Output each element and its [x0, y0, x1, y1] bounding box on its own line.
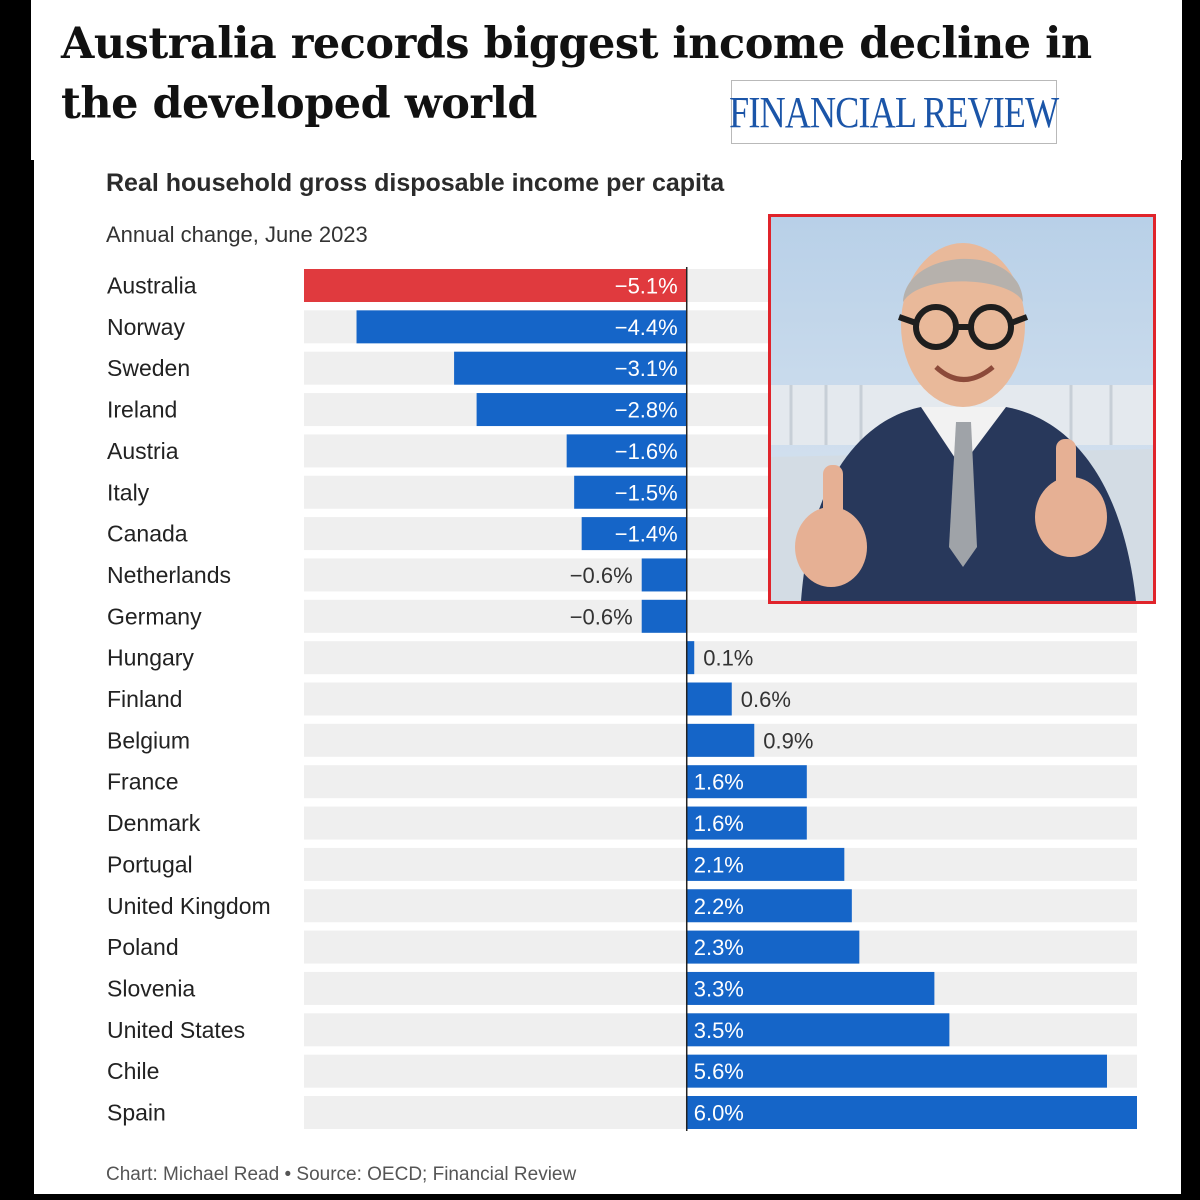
- bar: [686, 1013, 950, 1047]
- category-label: Poland: [107, 934, 179, 960]
- bar: [476, 393, 687, 427]
- category-label: United Kingdom: [107, 893, 271, 919]
- bar: [686, 971, 935, 1005]
- bar: [686, 806, 807, 840]
- masthead-text: FINANCIAL REVIEW: [729, 87, 1059, 137]
- value-label: −0.6%: [570, 563, 633, 588]
- category-label: Italy: [107, 479, 150, 505]
- bar-chart: Australia −5.1% Norway −4.4% Sweden −3.1% Irel…: [107, 267, 1137, 1131]
- category-label: Hungary: [107, 645, 194, 671]
- category-label: United States: [107, 1017, 245, 1043]
- category-label: Australia: [107, 273, 197, 299]
- bar: [686, 889, 852, 923]
- value-label: 6.0%: [694, 1101, 744, 1126]
- chart-title: Real household gross disposable income p…: [106, 169, 725, 197]
- value-label: 3.5%: [694, 1018, 744, 1043]
- chart-credit: Chart: Michael Read • Source: OECD; Fina…: [106, 1164, 577, 1185]
- header: Australia records biggest income decline…: [31, 0, 1182, 160]
- bar: [686, 1054, 1107, 1088]
- bar: [686, 765, 807, 799]
- category-label: Finland: [107, 686, 182, 712]
- category-label: France: [107, 769, 179, 795]
- bar: [574, 475, 687, 509]
- category-label: Austria: [107, 438, 179, 464]
- value-label: −4.4%: [615, 315, 678, 340]
- category-label: Norway: [107, 314, 185, 340]
- value-label: 5.6%: [694, 1059, 744, 1084]
- financial-review-logo: FINANCIAL REVIEW: [729, 80, 1059, 144]
- value-label: −1.6%: [615, 439, 678, 464]
- bar: [686, 847, 845, 881]
- bar: [454, 351, 687, 385]
- value-label: −2.8%: [615, 398, 678, 423]
- category-label: Spain: [107, 1100, 166, 1126]
- category-label: Slovenia: [107, 975, 195, 1001]
- value-label: −3.1%: [615, 356, 678, 381]
- category-label: Ireland: [107, 397, 177, 423]
- category-label: Portugal: [107, 851, 193, 877]
- category-label: Canada: [107, 521, 188, 547]
- category-label: Belgium: [107, 727, 190, 753]
- value-label: 1.6%: [694, 811, 744, 836]
- bar: [641, 558, 687, 592]
- bar: [566, 434, 687, 468]
- value-label: 0.9%: [763, 728, 813, 753]
- person-thumbs-up-photo: [768, 214, 1156, 604]
- bar: [356, 310, 687, 344]
- bar: [304, 269, 687, 302]
- value-label: 0.6%: [741, 687, 791, 712]
- value-label: −1.4%: [615, 522, 678, 547]
- bar: [686, 1096, 1137, 1129]
- category-label: Chile: [107, 1058, 159, 1084]
- value-label: −0.6%: [570, 604, 633, 629]
- value-label: 2.3%: [694, 935, 744, 960]
- bar: [686, 641, 695, 675]
- bar: [686, 930, 860, 964]
- value-label: 3.3%: [694, 976, 744, 1001]
- category-label: Netherlands: [107, 562, 231, 588]
- category-label: Germany: [107, 603, 202, 629]
- value-label: 2.1%: [694, 852, 744, 877]
- value-label: −5.1%: [615, 274, 678, 299]
- chart-subtitle: Annual change, June 2023: [106, 222, 368, 247]
- value-label: 0.1%: [703, 646, 753, 671]
- bar-track: [304, 641, 1137, 675]
- chart-panel: Real household gross disposable income p…: [34, 160, 1181, 1194]
- bar: [686, 723, 755, 757]
- bar: [581, 517, 687, 551]
- bar: [641, 599, 687, 633]
- headline: Australia records biggest income decline…: [61, 19, 1092, 129]
- value-label: −1.5%: [615, 480, 678, 505]
- value-label: 2.2%: [694, 894, 744, 919]
- bar: [686, 682, 732, 716]
- category-label: Denmark: [107, 810, 201, 836]
- bar-track: [304, 599, 1137, 633]
- value-label: 1.6%: [694, 770, 744, 795]
- category-label: Sweden: [107, 355, 190, 381]
